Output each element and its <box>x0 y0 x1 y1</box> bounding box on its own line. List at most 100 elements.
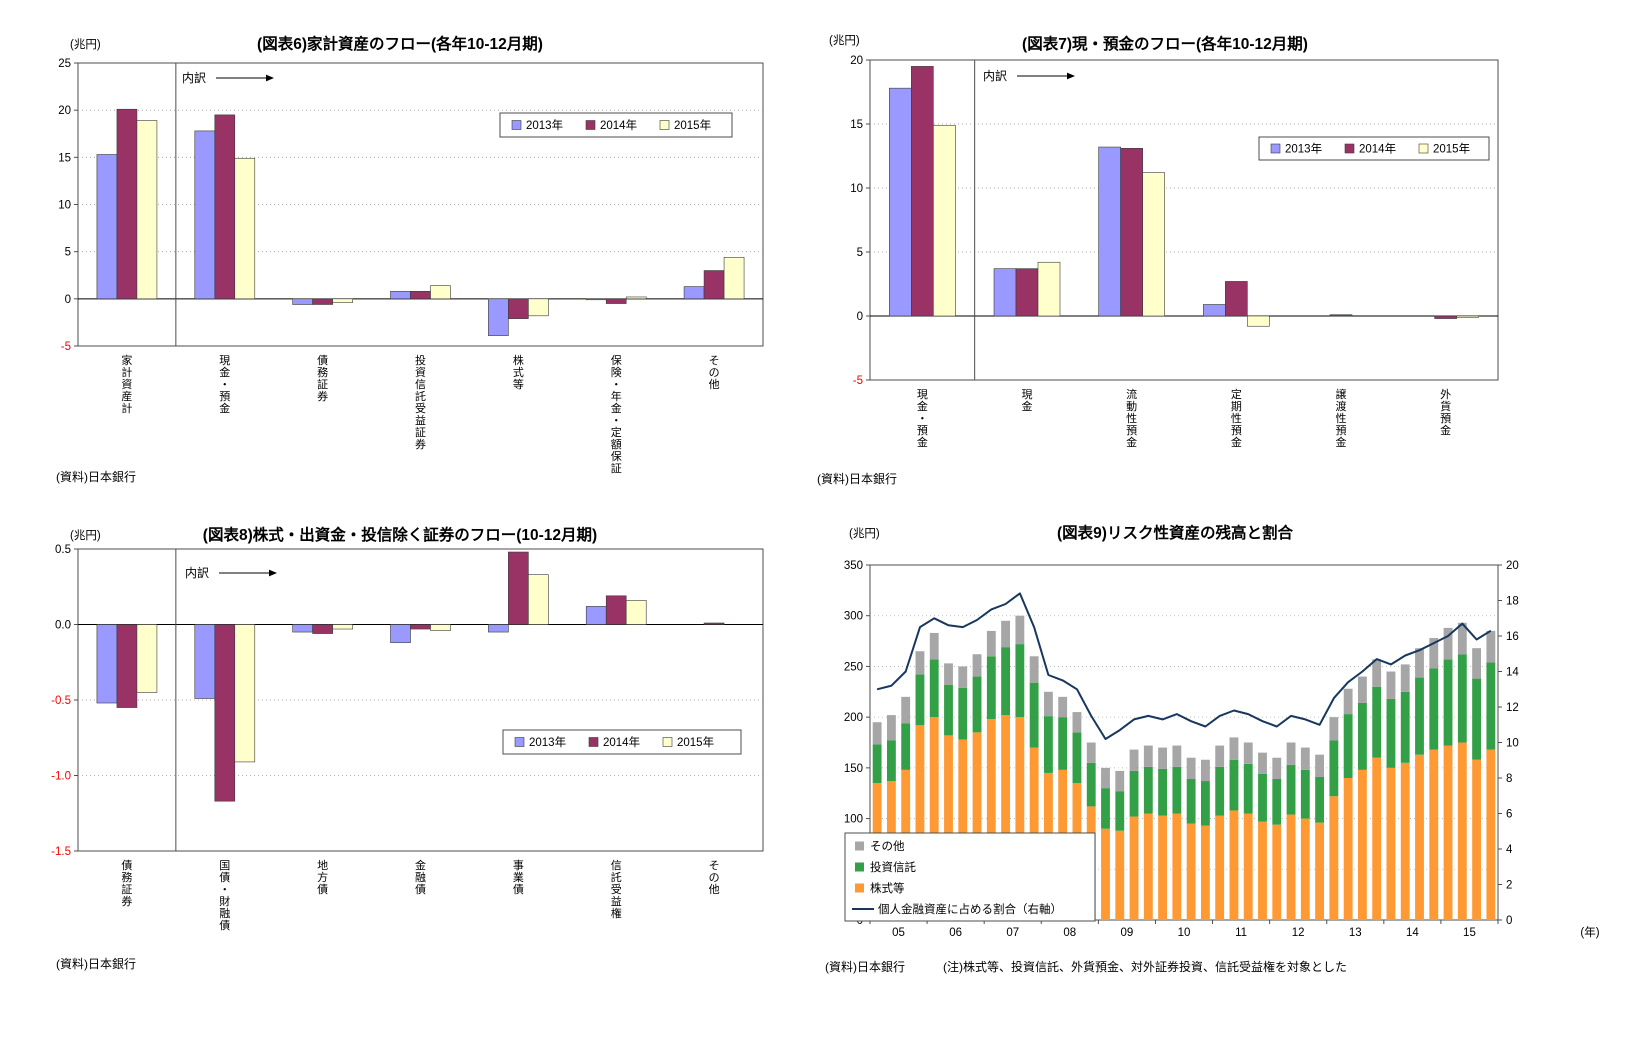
stack-segment-株式等 <box>1001 715 1011 920</box>
stack-segment-その他 <box>1029 656 1039 683</box>
source-note: (資料)日本銀行 <box>56 470 136 484</box>
stack-segment-その他 <box>1300 747 1310 770</box>
legend-swatch <box>662 737 673 747</box>
breakdown-label: 内訳 <box>983 68 1007 83</box>
left-axis-label: 250 <box>844 661 863 673</box>
stack-segment-投資信託 <box>986 656 996 720</box>
stack-segment-株式等 <box>1343 778 1353 920</box>
bar-2014年 <box>605 595 627 625</box>
stack-segment-その他 <box>1486 630 1496 663</box>
plot-area <box>869 59 1499 381</box>
stack-segment-その他 <box>1058 696 1068 718</box>
stack-segment-株式等 <box>986 719 996 920</box>
source-note: (資料)日本銀行 <box>825 960 905 974</box>
y-tick-label: -5 <box>61 341 71 353</box>
category-label: その他 <box>709 354 720 391</box>
stack-segment-その他 <box>1101 767 1110 789</box>
stack-segment-株式等 <box>944 735 953 920</box>
left-axis-label: 100 <box>844 814 863 826</box>
stack-segment-投資信託 <box>1129 770 1139 817</box>
y-tick-label: 0 <box>857 311 863 323</box>
legend-label: 2013年 <box>1285 142 1322 156</box>
y-tick-label: -0.5 <box>51 695 71 707</box>
bar-2015年 <box>528 298 549 317</box>
stack-segment-株式等 <box>1386 767 1396 920</box>
stack-segment-株式等 <box>1457 742 1467 920</box>
stack-segment-株式等 <box>1200 825 1210 920</box>
stack-segment-その他 <box>972 654 982 677</box>
x-year-label: 06 <box>949 927 962 939</box>
bar-2014年 <box>605 298 627 304</box>
stack-segment-株式等 <box>1329 796 1339 920</box>
category-label: 国債・財融債 <box>219 859 230 932</box>
ratio-line <box>876 592 1492 740</box>
legend-swatch <box>855 862 864 872</box>
x-year-label: 09 <box>1121 927 1134 939</box>
stack-segment-投資信託 <box>1415 677 1424 755</box>
bar-2014年 <box>410 624 431 630</box>
bar-2014年 <box>116 624 138 708</box>
y-tick-label: 0 <box>65 294 71 306</box>
stack-segment-株式等 <box>1243 813 1253 920</box>
right-axis-label: 8 <box>1506 773 1512 785</box>
bar-2013年 <box>1098 146 1121 317</box>
stack-segment-投資信託 <box>1215 766 1225 816</box>
stack-segment-その他 <box>886 715 896 741</box>
stack-segment-株式等 <box>1129 816 1139 920</box>
stack-segment-株式等 <box>1300 818 1310 920</box>
plot-area <box>77 62 764 347</box>
legend-label: 2015年 <box>1433 142 1470 156</box>
bar-2013年 <box>96 624 118 704</box>
legend-box <box>844 832 1096 922</box>
left-axis-label: 300 <box>844 611 863 623</box>
y-tick-label: 15 <box>58 152 71 164</box>
legend-label: 2013年 <box>529 735 566 749</box>
legend-box <box>1258 136 1490 161</box>
category-label: 外貨預金 <box>1440 388 1451 437</box>
bar-2013年 <box>889 87 912 317</box>
y-tick-label: 10 <box>58 200 71 212</box>
stack-segment-その他 <box>872 722 882 745</box>
stack-segment-株式等 <box>1215 815 1225 920</box>
bar-2013年 <box>390 624 411 643</box>
legend-label: 投資信託 <box>870 860 916 874</box>
stack-segment-その他 <box>1072 712 1082 733</box>
stack-segment-投資信託 <box>901 723 911 770</box>
bar-2014年 <box>703 622 725 625</box>
stack-segment-投資信託 <box>1429 668 1439 750</box>
stack-segment-投資信託 <box>1072 732 1082 784</box>
bars <box>96 108 745 336</box>
legend-swatch <box>1344 143 1355 154</box>
bar-2015年 <box>332 624 353 630</box>
stack-segment-投資信託 <box>1101 788 1110 829</box>
stack-segment-投資信託 <box>1300 769 1310 819</box>
arrow-head-icon <box>269 569 277 577</box>
bar-2013年 <box>993 268 1017 317</box>
stack-segment-投資信託 <box>1315 776 1325 823</box>
bar-2013年 <box>1203 304 1226 317</box>
stack-segment-株式等 <box>1143 813 1153 920</box>
stack-segment-投資信託 <box>886 740 896 782</box>
stack-segment-株式等 <box>1258 821 1267 920</box>
stack-segment-投資信託 <box>1172 766 1182 814</box>
stack-segment-株式等 <box>1357 769 1367 920</box>
y-axis-unit-label: (兆円) <box>70 530 101 542</box>
legend-label: 2014年 <box>603 735 640 749</box>
stack-segment-その他 <box>1258 752 1267 774</box>
bar-2014年 <box>1329 314 1353 317</box>
stack-segment-その他 <box>1215 745 1225 767</box>
stack-segment-その他 <box>1229 737 1239 760</box>
stack-segment-その他 <box>1415 648 1424 678</box>
chart-panel-risk-assets: (図表9)リスク性資産の残高と割合 (兆円) 05 0 100 150 200 250 30… <box>815 515 1621 1046</box>
stack-segment-株式等 <box>958 739 968 920</box>
x-year-label: 13 <box>1349 927 1362 939</box>
stack-segment-投資信託 <box>1158 768 1168 816</box>
stack-segment-その他 <box>1343 688 1353 715</box>
stack-segment-株式等 <box>972 732 982 920</box>
bar-2015年 <box>136 624 158 693</box>
legend-swatch <box>588 737 599 747</box>
stack-segment-株式等 <box>929 717 939 920</box>
stack-segment-その他 <box>1400 664 1410 692</box>
bar-2015年 <box>1456 315 1479 318</box>
legend-swatch <box>585 120 596 130</box>
